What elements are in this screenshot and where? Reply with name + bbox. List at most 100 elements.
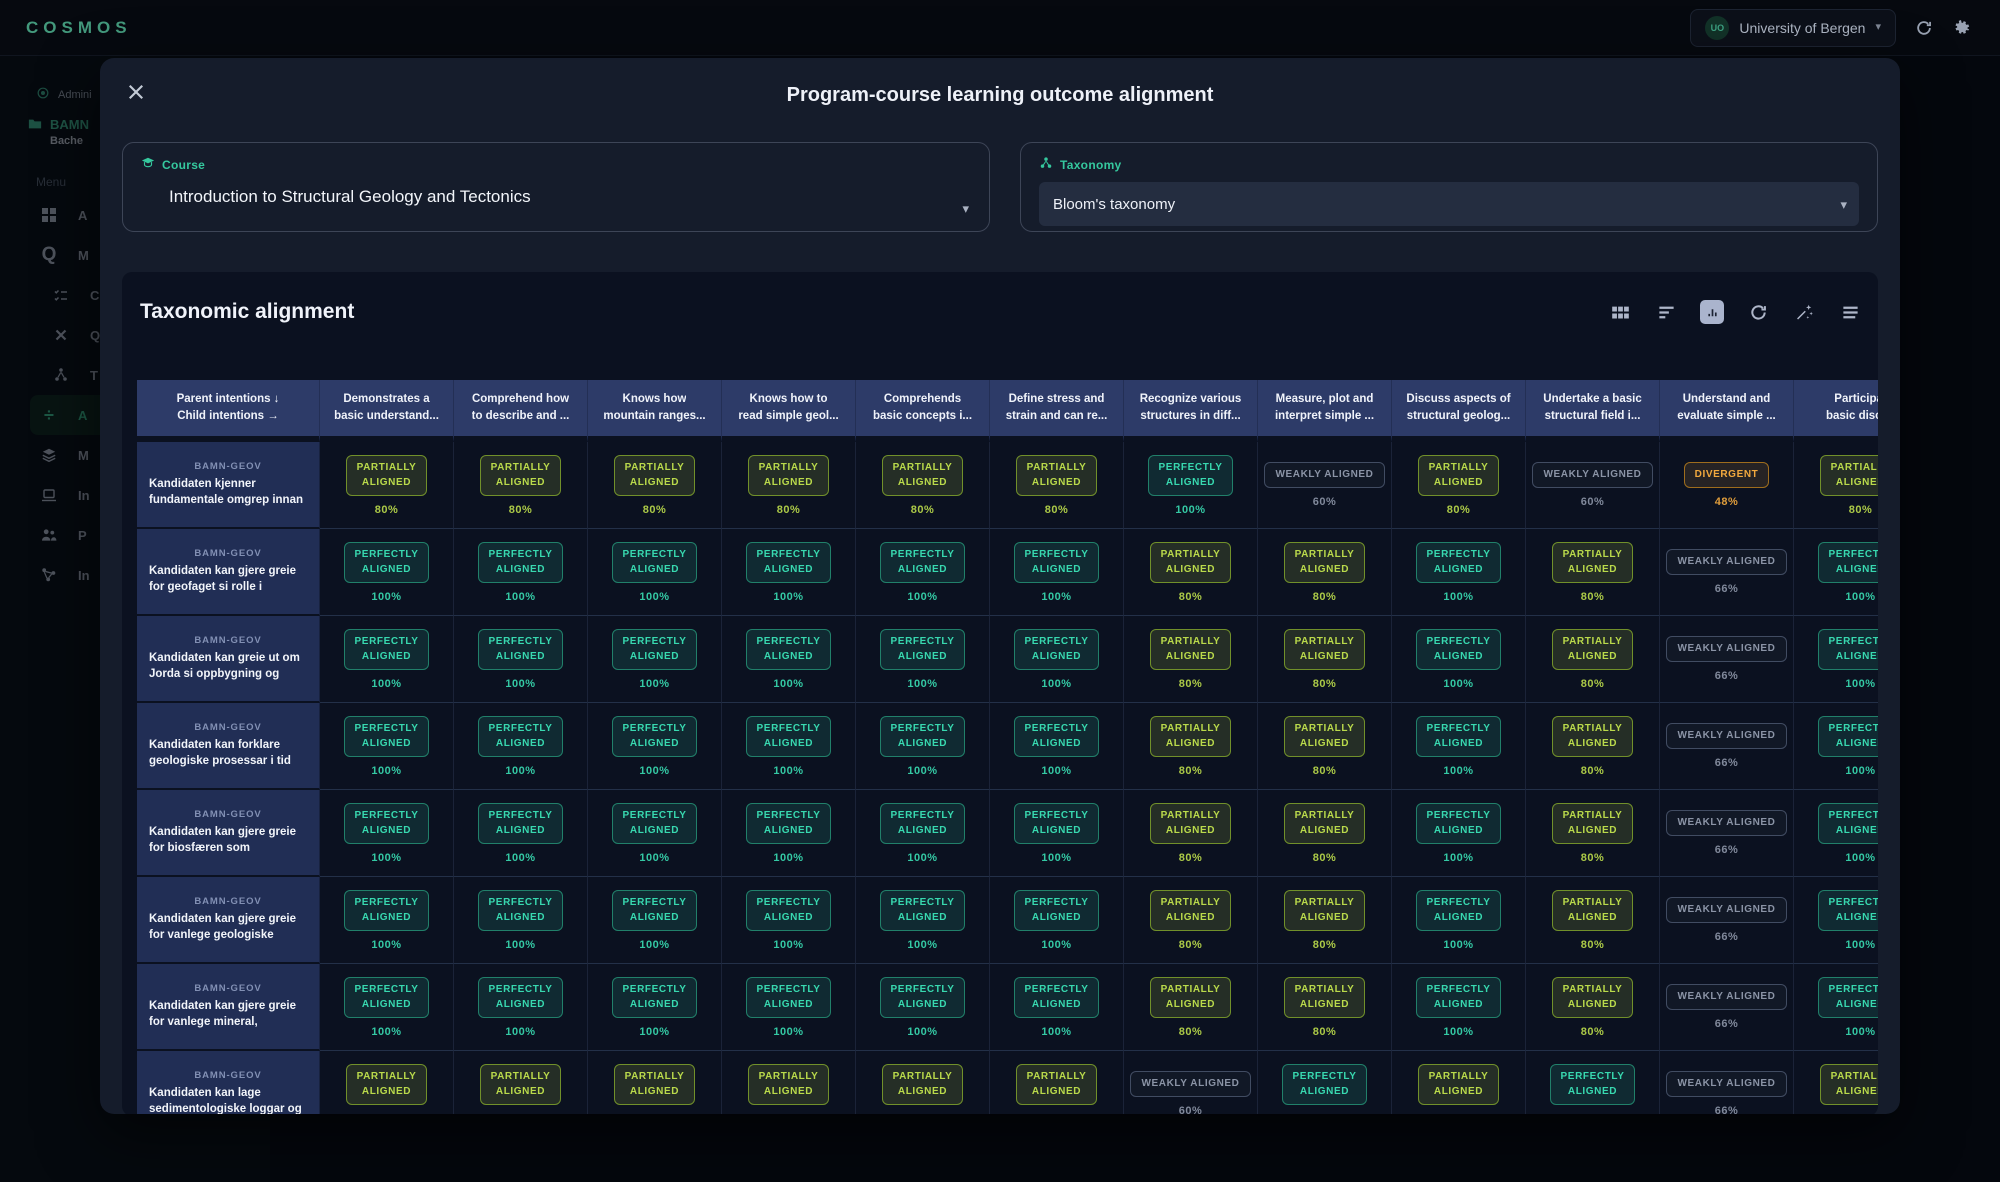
alignment-cell-r6-c3[interactable]: PERFECTLY ALIGNED 100% (588, 877, 722, 964)
alignment-cell-r7-c4[interactable]: PERFECTLY ALIGNED 100% (722, 964, 856, 1051)
alignment-cell-r3-c4[interactable]: PERFECTLY ALIGNED 100% (722, 616, 856, 703)
alignment-cell-r4-c1[interactable]: PERFECTLY ALIGNED 100% (320, 703, 454, 790)
alignment-cell-r6-c2[interactable]: PERFECTLY ALIGNED 100% (454, 877, 588, 964)
taxonomy-select[interactable]: Bloom's taxonomy ▾ (1039, 182, 1859, 226)
alignment-cell-r3-c5[interactable]: PERFECTLY ALIGNED 100% (856, 616, 990, 703)
alignment-cell-r1-c8[interactable]: WEAKLY ALIGNED 60% (1258, 442, 1392, 529)
alignment-cell-r5-c11[interactable]: WEAKLY ALIGNED 66% (1660, 790, 1794, 877)
alignment-cell-r6-c5[interactable]: PERFECTLY ALIGNED 100% (856, 877, 990, 964)
grid-view-icon[interactable] (1608, 300, 1632, 324)
close-icon[interactable] (122, 78, 150, 106)
alignment-cell-r4-c9[interactable]: PERFECTLY ALIGNED 100% (1392, 703, 1526, 790)
status-badge-weak[interactable]: WEAKLY ALIGNED (1666, 984, 1787, 1010)
alignment-cell-r3-c11[interactable]: WEAKLY ALIGNED 66% (1660, 616, 1794, 703)
alignment-cell-r1-c3[interactable]: PARTIALLY ALIGNED 80% (588, 442, 722, 529)
alignment-cell-r7-c8[interactable]: PARTIALLY ALIGNED 80% (1258, 964, 1392, 1051)
alignment-cell-r7-c7[interactable]: PARTIALLY ALIGNED 80% (1124, 964, 1258, 1051)
alignment-cell-r8-c11[interactable]: WEAKLY ALIGNED 66% (1660, 1051, 1794, 1114)
alignment-cell-r3-c2[interactable]: PERFECTLY ALIGNED 100% (454, 616, 588, 703)
status-badge-weak[interactable]: WEAKLY ALIGNED (1666, 897, 1787, 923)
alignment-cell-r5-c1[interactable]: PERFECTLY ALIGNED 100% (320, 790, 454, 877)
alignment-cell-r4-c11[interactable]: WEAKLY ALIGNED 66% (1660, 703, 1794, 790)
alignment-cell-r2-c7[interactable]: PARTIALLY ALIGNED 80% (1124, 529, 1258, 616)
alignment-cell-r6-c8[interactable]: PARTIALLY ALIGNED 80% (1258, 877, 1392, 964)
status-badge-weak[interactable]: WEAKLY ALIGNED (1666, 549, 1787, 575)
alignment-cell-r4-c8[interactable]: PARTIALLY ALIGNED 80% (1258, 703, 1392, 790)
alignment-cell-r2-c3[interactable]: PERFECTLY ALIGNED 100% (588, 529, 722, 616)
alignment-cell-r5-c5[interactable]: PERFECTLY ALIGNED 100% (856, 790, 990, 877)
alignment-cell-r5-c9[interactable]: PERFECTLY ALIGNED 100% (1392, 790, 1526, 877)
alignment-cell-r4-c4[interactable]: PERFECTLY ALIGNED 100% (722, 703, 856, 790)
alignment-cell-r1-c11[interactable]: DIVERGENT 48% (1660, 442, 1794, 529)
alignment-table-scroll[interactable]: Parent intentions ↓ Child intentions → Dem… (137, 380, 1878, 1114)
alignment-cell-r6-c1[interactable]: PERFECTLY ALIGNED 100% (320, 877, 454, 964)
alignment-cell-r2-c4[interactable]: PERFECTLY ALIGNED 100% (722, 529, 856, 616)
alignment-cell-r6-c10[interactable]: PARTIALLY ALIGNED 80% (1526, 877, 1660, 964)
alignment-cell-r5-c3[interactable]: PERFECTLY ALIGNED 100% (588, 790, 722, 877)
alignment-cell-r5-c8[interactable]: PARTIALLY ALIGNED 80% (1258, 790, 1392, 877)
settings-gear-icon[interactable] (1952, 18, 1972, 38)
alignment-cell-r7-c3[interactable]: PERFECTLY ALIGNED 100% (588, 964, 722, 1051)
alignment-cell-r3-c6[interactable]: PERFECTLY ALIGNED 100% (990, 616, 1124, 703)
alignment-cell-r3-c3[interactable]: PERFECTLY ALIGNED 100% (588, 616, 722, 703)
status-badge-weak[interactable]: WEAKLY ALIGNED (1666, 723, 1787, 749)
alignment-cell-r4-c7[interactable]: PARTIALLY ALIGNED 80% (1124, 703, 1258, 790)
alignment-cell-r1-c10[interactable]: WEAKLY ALIGNED 60% (1526, 442, 1660, 529)
alignment-cell-r4-c10[interactable]: PARTIALLY ALIGNED 80% (1526, 703, 1660, 790)
